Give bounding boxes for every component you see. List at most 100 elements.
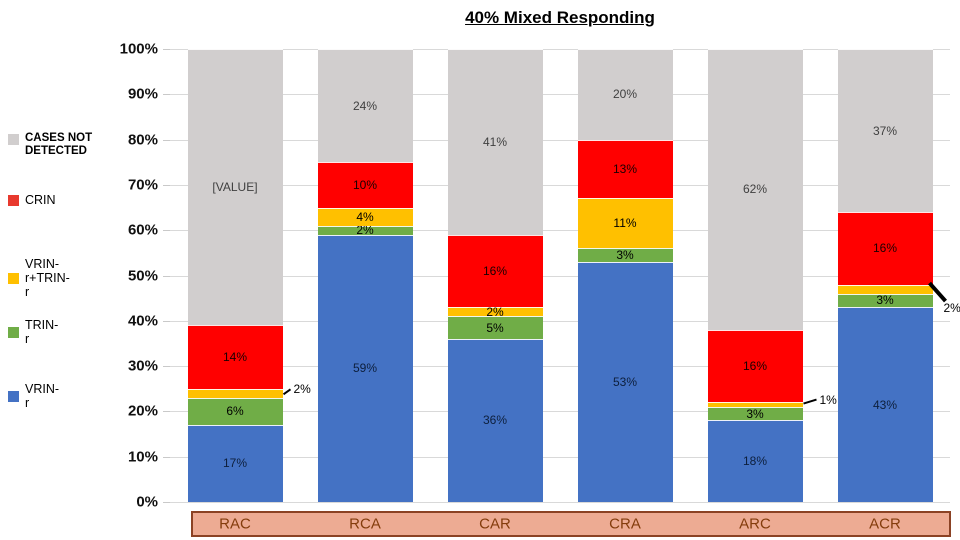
callout-value-label: 2% <box>943 301 960 316</box>
bar-value-label: 3% <box>876 293 894 308</box>
y-axis-tick <box>163 275 170 277</box>
bar-segment-vrin-r-trin-r <box>707 402 803 407</box>
legend-label: VRIN-r+TRIN-r <box>25 257 70 299</box>
bar-segment-vrin-r-trin-r <box>187 388 283 398</box>
bar-segment-vrin-r-trin-r <box>577 198 673 249</box>
gridline <box>170 366 950 368</box>
callout-leader-line <box>282 388 292 396</box>
x-axis-label-car: CAR <box>479 515 511 533</box>
bar-value-label: 14% <box>222 350 248 365</box>
x-axis-label-rac: RAC <box>219 515 251 533</box>
bar-value-label: 36% <box>482 413 508 428</box>
gridline <box>170 94 950 96</box>
y-axis-tick <box>163 456 170 458</box>
x-axis-label-cra: CRA <box>609 515 641 533</box>
legend-item-crin: CRIN <box>8 193 56 207</box>
y-axis-tick-label: 50% <box>127 267 158 284</box>
gridline <box>170 456 950 458</box>
bar-value-label: 43% <box>872 397 898 412</box>
y-axis-tick-label: 70% <box>127 176 158 194</box>
bar-segment-cases-not-detected <box>317 49 413 163</box>
bar-value-label: 37% <box>872 123 898 138</box>
bar-value-label: 3% <box>746 406 764 421</box>
gridline <box>170 502 950 503</box>
bar-segment-cases-not-detected <box>837 49 933 213</box>
bar-segment-vrin-r <box>187 424 283 502</box>
gridline <box>170 184 950 186</box>
bar-value-label: 62% <box>742 182 768 197</box>
bar-segment-trin-r <box>317 225 413 235</box>
bar-segment-vrin-r <box>837 307 933 502</box>
bar-value-label: 16% <box>872 241 898 256</box>
callout-value-label: 2% <box>293 382 311 397</box>
y-axis-tick-label: 0% <box>136 493 158 511</box>
gridline <box>170 139 950 141</box>
bar-segment-vrin-r-trin-r <box>447 307 543 317</box>
legend-item-vrin-r-trin-r: VRIN-r+TRIN-r <box>8 257 70 299</box>
legend-swatch-icon <box>8 272 19 284</box>
chart-title: 40% Mixed Responding <box>465 8 655 27</box>
bar-value-label: 53% <box>612 374 638 389</box>
bar-segment-vrin-r <box>317 234 413 502</box>
gridline <box>170 320 950 322</box>
y-axis-tick-label: 80% <box>127 131 158 149</box>
bar-value-label: 16% <box>742 359 768 374</box>
bar-segment-cases-not-detected <box>187 49 283 326</box>
x-axis-label-box <box>191 511 951 537</box>
bar-value-label: 24% <box>352 98 378 113</box>
bar-segment-crin <box>577 139 673 199</box>
bar-value-label: 10% <box>352 177 378 192</box>
bar-value-label: 5% <box>486 320 504 335</box>
bar-segment-vrin-r <box>577 261 673 502</box>
y-axis-tick <box>163 49 170 50</box>
legend-swatch-icon <box>8 194 19 206</box>
bar-segment-trin-r <box>577 248 673 262</box>
gridline <box>170 49 950 50</box>
bar-value-label: 59% <box>352 361 378 376</box>
y-axis-tick-label: 10% <box>127 448 158 466</box>
y-axis-tick-label: 30% <box>127 357 158 375</box>
y-axis-tick <box>163 230 170 232</box>
bar-segment-vrin-r-trin-r <box>837 284 933 294</box>
legend-label: CRIN <box>25 193 56 207</box>
y-axis-tick-label: 40% <box>127 312 158 330</box>
gridline <box>170 230 950 232</box>
legend-swatch-icon <box>8 390 19 402</box>
bar-segment-vrin-r <box>707 420 803 502</box>
bar-value-label: 17% <box>222 456 248 471</box>
legend-item-vrin-r: VRIN-r <box>8 382 59 410</box>
bar-segment-vrin-r-trin-r <box>317 207 413 226</box>
y-axis-tick-label: 90% <box>127 85 158 103</box>
x-axis-label-rca: RCA <box>349 515 381 533</box>
bar-value-label: 4% <box>356 209 374 224</box>
bar-value-label: 16% <box>482 263 508 278</box>
legend-label: CASES NOT DETECTED <box>25 132 93 157</box>
bar-value-label: 2% <box>486 304 504 319</box>
y-axis-tick-label: 100% <box>119 40 158 58</box>
bar-segment-crin <box>317 162 413 208</box>
y-axis-tick <box>163 502 170 503</box>
bar-segment-crin <box>837 212 933 285</box>
bar-value-label: 20% <box>612 87 638 102</box>
legend-item-trin-r: TRIN-r <box>8 318 58 346</box>
legend-item-cases-not-detected: CASES NOT DETECTED <box>8 132 109 158</box>
legend-label: TRIN-r <box>25 318 59 346</box>
bar-value-label: 6% <box>226 404 244 419</box>
y-axis-tick-label: 20% <box>127 402 158 420</box>
y-axis-tick <box>163 94 170 96</box>
bar-value-label: 11% <box>613 216 637 231</box>
legend-label: VRIN-r <box>25 382 60 410</box>
y-axis-tick <box>163 184 170 186</box>
bar-segment-trin-r <box>707 406 803 421</box>
bar-value-label: 2% <box>356 223 374 238</box>
gridline <box>170 275 950 277</box>
bar-segment-trin-r <box>837 293 933 308</box>
legend-swatch-icon <box>8 134 19 145</box>
bar-segment-vrin-r <box>447 338 543 502</box>
bar-segment-trin-r <box>187 397 283 425</box>
bar-segment-crin <box>447 234 543 308</box>
y-axis-tick <box>163 366 170 368</box>
legend-swatch-icon <box>8 326 19 338</box>
bar-segment-cases-not-detected <box>577 49 673 140</box>
